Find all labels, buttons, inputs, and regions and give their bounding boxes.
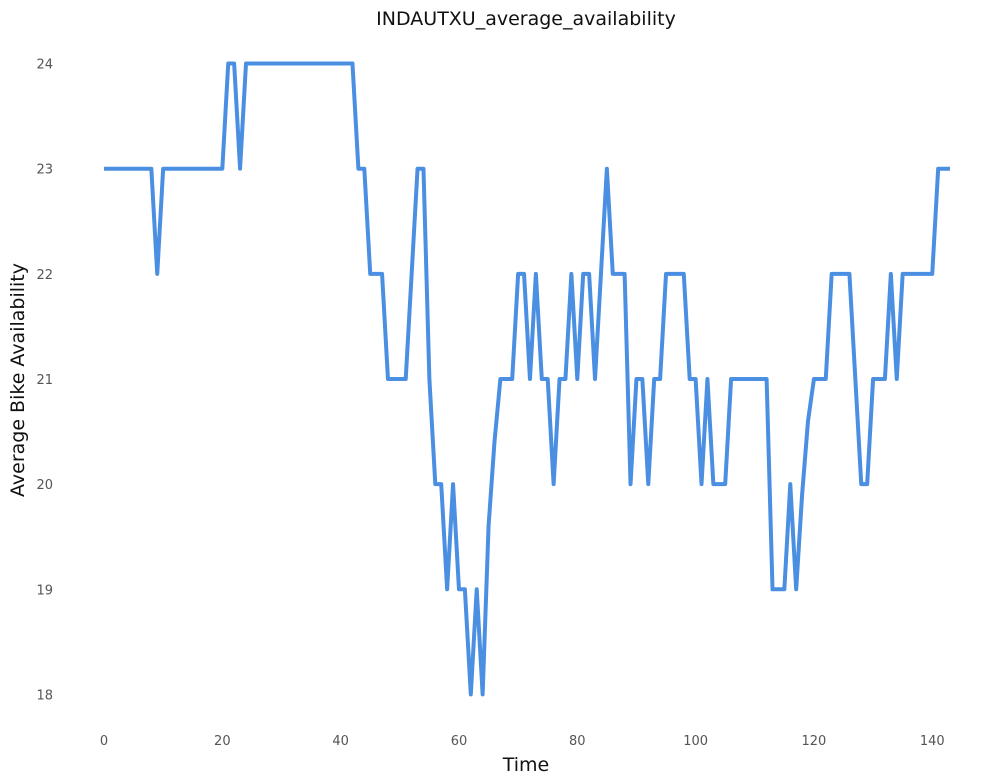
plot-area: 18 19 20 21 22 23 24 0 20 40 60 80 100 120 140 <box>36 58 950 749</box>
x-tick-label: 120 <box>802 734 827 749</box>
y-tick-label: 20 <box>36 478 53 493</box>
y-tick-label: 22 <box>36 268 53 283</box>
y-tick-label: 24 <box>36 58 53 73</box>
chart-title: INDAUTXU_average_availability <box>376 8 676 30</box>
x-axis-label: Time <box>502 754 550 776</box>
y-tick-label: 21 <box>36 373 53 388</box>
x-tick-label: 20 <box>214 734 231 749</box>
y-axis-label: Average Bike Availability <box>7 263 29 497</box>
y-tick-label: 23 <box>36 163 53 178</box>
y-tick-label: 18 <box>36 688 53 703</box>
x-tick-label: 40 <box>332 734 349 749</box>
x-tick-label: 0 <box>100 734 108 749</box>
x-tick-label: 140 <box>920 734 945 749</box>
x-tick-label: 80 <box>569 734 586 749</box>
y-tick-label: 19 <box>36 583 53 598</box>
x-tick-label: 100 <box>683 734 708 749</box>
x-tick-label: 60 <box>451 734 468 749</box>
series-line <box>104 61 950 697</box>
